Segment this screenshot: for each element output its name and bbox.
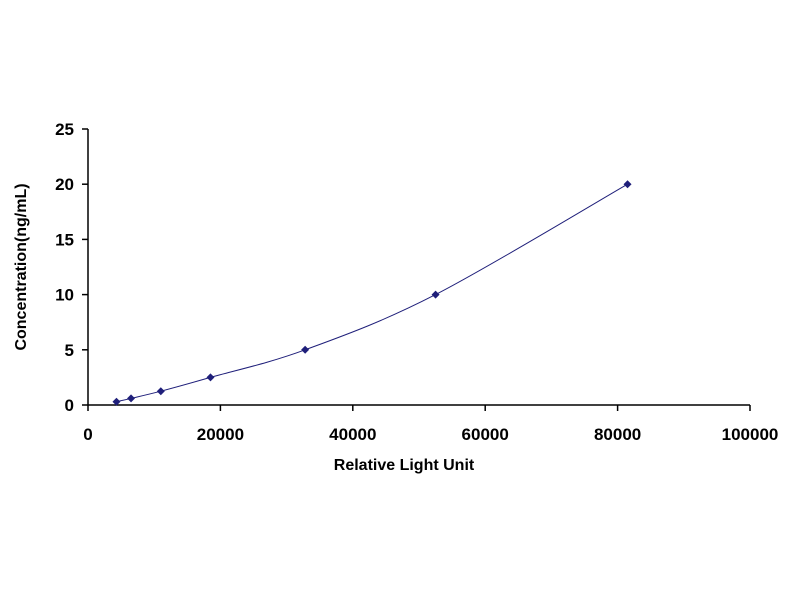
- data-point: [623, 180, 632, 189]
- x-tick-label: 60000: [462, 425, 509, 444]
- data-point: [112, 397, 121, 406]
- y-tick-label: 25: [55, 120, 74, 139]
- data-point: [206, 373, 215, 382]
- y-tick-label: 20: [55, 175, 74, 194]
- fit-curve: [116, 183, 628, 403]
- y-tick-label: 15: [55, 230, 74, 249]
- x-tick-label: 80000: [594, 425, 641, 444]
- data-point: [431, 290, 440, 299]
- y-tick-label: 0: [65, 396, 74, 415]
- ticks: 0 5 10 15 20 25 0 20000 40000 60000 80000 100000: [55, 120, 778, 444]
- y-tick-label: 5: [65, 341, 74, 360]
- y-axis-title: Concentration(ng/mL): [13, 183, 30, 350]
- data-point: [127, 394, 136, 403]
- series: [112, 180, 632, 406]
- data-point: [156, 387, 165, 396]
- y-tick-label: 10: [55, 286, 74, 305]
- x-tick-label: 100000: [722, 425, 779, 444]
- x-tick-label: 40000: [329, 425, 376, 444]
- x-axis-title: Relative Light Unit: [334, 457, 475, 474]
- data-point: [301, 345, 310, 354]
- x-tick-label: 20000: [197, 425, 244, 444]
- x-tick-label: 0: [83, 425, 92, 444]
- axes: [87, 129, 750, 406]
